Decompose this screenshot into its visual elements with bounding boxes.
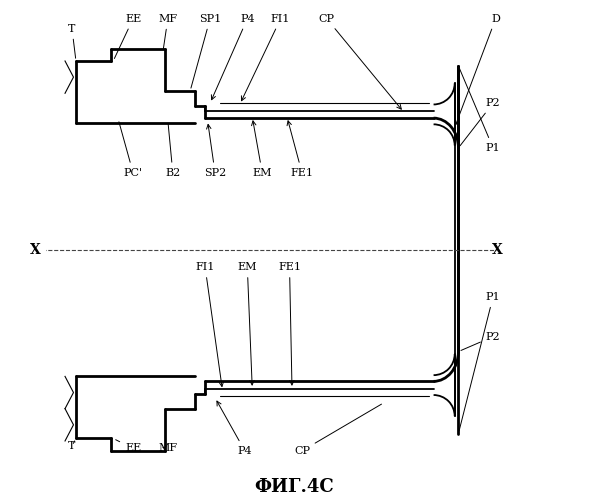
Text: MF: MF xyxy=(158,14,177,50)
Text: FI1: FI1 xyxy=(196,262,223,386)
Text: FE1: FE1 xyxy=(287,121,313,178)
Text: SP2: SP2 xyxy=(204,124,226,178)
Text: PC': PC' xyxy=(119,122,143,178)
Text: P2: P2 xyxy=(461,332,500,350)
Text: P1: P1 xyxy=(459,68,500,153)
Text: ФИГ.4С: ФИГ.4С xyxy=(254,478,335,496)
Text: D: D xyxy=(455,14,500,124)
Text: EE: EE xyxy=(114,14,141,59)
Text: FE1: FE1 xyxy=(278,262,301,385)
Text: B2: B2 xyxy=(165,124,180,178)
Text: P1: P1 xyxy=(459,292,500,431)
Text: EM: EM xyxy=(252,121,272,178)
Text: CP: CP xyxy=(294,404,382,456)
Text: T: T xyxy=(68,441,75,451)
Text: T: T xyxy=(68,24,75,58)
Text: CP: CP xyxy=(319,14,401,109)
Text: P4: P4 xyxy=(217,401,252,456)
Text: EE: EE xyxy=(115,440,141,454)
Text: MF: MF xyxy=(158,444,177,454)
Text: P2: P2 xyxy=(460,98,500,146)
Text: P4: P4 xyxy=(211,14,254,100)
Text: EM: EM xyxy=(237,262,257,385)
Text: X: X xyxy=(492,242,502,256)
Text: FI1: FI1 xyxy=(241,14,290,101)
Text: SP1: SP1 xyxy=(191,14,221,88)
Text: X: X xyxy=(30,242,41,256)
